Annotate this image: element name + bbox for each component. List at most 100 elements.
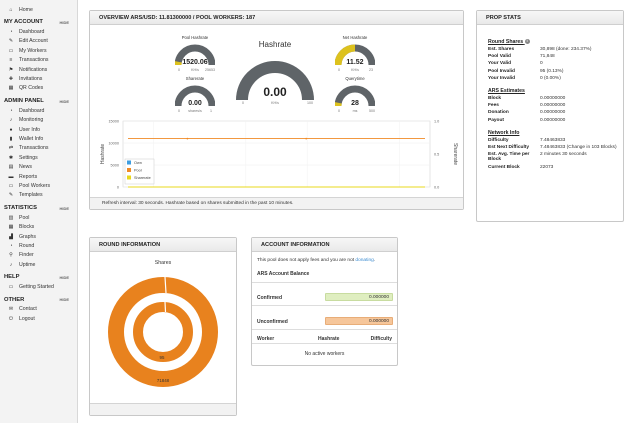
stat-value: 30,898 (done: 234.37%) — [540, 47, 592, 52]
hide-toggle[interactable]: HIDE — [59, 274, 69, 280]
sidebar-item-getting-started[interactable]: ▭ Getting Started — [0, 282, 77, 291]
stat-row: Difficulty 7.48463833 — [488, 137, 623, 144]
gauge-title: Hashrate — [258, 40, 292, 49]
balance-title: ARS Account Balance — [252, 263, 397, 283]
sidebar-item-label: News — [19, 164, 32, 171]
legend-label: Own — [134, 161, 142, 165]
sidebar-item-label: Transactions — [19, 145, 49, 152]
stat-row: Current Block 22073 — [488, 164, 623, 171]
sidebar-item-uptime[interactable]: ♪ Uptime — [0, 260, 77, 269]
sidebar-item-dashboard[interactable]: ◔ Dashboard — [0, 106, 77, 115]
sidebar-item-finder[interactable]: ⚲ Finder — [0, 251, 77, 260]
sidebar-item-blocks[interactable]: ▦ Blocks — [0, 222, 77, 231]
sidebar-item-notifications[interactable]: ⚑ Notifications — [0, 65, 77, 74]
col-hashrate: Hashrate — [318, 336, 340, 342]
pencil-icon: ✎ — [8, 192, 14, 199]
pool-hashrate-arc — [175, 44, 215, 66]
stat-row: Payout 0.00000000 — [488, 117, 623, 124]
stat-row: Your Invalid 0 (0.00%) — [488, 75, 623, 82]
sidebar-item-contact[interactable]: ✉ Contact — [0, 305, 77, 314]
stat-row: Est. Shares 30,898 (done: 234.37%) — [488, 46, 623, 53]
section-title: STATISTICS — [4, 205, 37, 212]
gauge-min: 0 — [178, 68, 180, 72]
stat-label: Your Valid — [488, 61, 512, 67]
stat-label: Block — [488, 96, 502, 102]
sidebar-item-reports[interactable]: ▬ Reports — [0, 172, 77, 181]
y2-tick-label: 0.5 — [434, 153, 439, 157]
y-tick-label: 10000 — [108, 142, 119, 146]
home-icon: ⌂ — [9, 6, 13, 13]
stat-value: 2 minutes 30 seconds — [540, 151, 587, 157]
gauge-value: 28 — [351, 100, 359, 107]
stat-value: 0.00000000 — [540, 103, 566, 109]
sidebar-item-wallet-info[interactable]: ▮ Wallet Info — [0, 134, 77, 143]
sidebar-item-label: Notifications — [19, 66, 48, 73]
sidebar-item-label: Pool Workers — [19, 182, 51, 189]
sidebar-item-monitoring[interactable]: ♪ Monitoring — [0, 116, 77, 125]
sidebar-item-logout[interactable]: ⏻ Logout — [0, 314, 77, 323]
round-shares-title[interactable]: Round Shares i — [488, 39, 530, 45]
power-icon: ⏻ — [9, 315, 13, 322]
sidebar-item-graphs[interactable]: ▟ Graphs — [0, 232, 77, 241]
stat-label: Fees — [488, 103, 499, 109]
sidebar-section-statistics: STATISTICS HIDE — [0, 203, 77, 213]
th-icon: ▦ — [8, 224, 14, 231]
reports-icon: ▬ — [8, 173, 14, 180]
gauge-title: Querytime — [345, 76, 365, 81]
gauge-max: 1 — [210, 109, 212, 113]
user-icon: ✎ — [8, 38, 14, 45]
sidebar-item-label: Settings — [19, 154, 38, 161]
plus-icon: ✚ — [8, 76, 14, 83]
info-icon[interactable]: i — [524, 39, 530, 45]
stat-row: Donation 0.00000000 — [488, 109, 623, 116]
round-info-panel: ROUND INFORMATION Shares 71848 95 — [89, 237, 237, 416]
sidebar-item-pool[interactable]: ▥ Pool — [0, 213, 77, 222]
stat-value: 0.00000000 — [540, 110, 566, 116]
sidebar-item-edit-account[interactable]: ✎ Edit Account — [0, 37, 77, 46]
sharerate-arc — [175, 85, 215, 107]
hide-toggle[interactable]: HIDE — [59, 205, 69, 211]
sidebar-item-templates[interactable]: ✎ Templates — [0, 191, 77, 200]
sidebar-item-news[interactable]: ▤ News — [0, 162, 77, 171]
hide-toggle[interactable]: HIDE — [59, 297, 69, 303]
qrcode-icon: ▦ — [8, 85, 14, 92]
sidebar-item-my-workers[interactable]: ▭ My Workers — [0, 46, 77, 55]
gauge-unit: ms — [352, 109, 358, 113]
hide-toggle[interactable]: HIDE — [59, 98, 69, 104]
exchange-icon: ⇄ — [8, 145, 14, 152]
ars-estimates-title[interactable]: ARS Estimates — [488, 88, 525, 95]
sidebar-section-admin-panel: ADMIN PANEL HIDE — [0, 96, 77, 106]
sidebar-item-label: Getting Started — [19, 284, 54, 291]
sidebar-item-pool-workers[interactable]: ▭ Pool Workers — [0, 181, 77, 190]
gauge-min: 0 — [338, 68, 340, 72]
stat-label: Est. Avg. Time per Block — [488, 151, 530, 163]
sidebar-item-transactions[interactable]: ⇄ Transactions — [0, 144, 77, 153]
sidebar-item-round[interactable]: ◔ Round — [0, 241, 77, 250]
sidebar-item-transactions[interactable]: ≡ Transactions — [0, 56, 77, 65]
sidebar-item-qr-codes[interactable]: ▦ QR Codes — [0, 84, 77, 93]
donating-link[interactable]: donating — [355, 258, 374, 263]
sidebar-item-dashboard[interactable]: ◔ Dashboard — [0, 27, 77, 36]
search-icon: ⚲ — [9, 252, 13, 259]
series-point — [305, 137, 308, 140]
network-info-title[interactable]: Network Info — [488, 129, 520, 136]
gauge-max: 100 — [307, 101, 313, 105]
fee-notice: This pool does not apply fees and you ar… — [257, 258, 376, 263]
col-worker: Worker — [257, 336, 275, 342]
gear-icon: ✱ — [8, 154, 14, 161]
bar-chart-icon: ▥ — [8, 214, 14, 221]
confirmed-value: 0.000000 — [325, 293, 393, 301]
sidebar-item-settings[interactable]: ✱ Settings — [0, 153, 77, 162]
hide-toggle[interactable]: HIDE — [59, 19, 69, 25]
prop-stats-title: PROP STATS — [477, 11, 623, 25]
confirmed-label: Confirmed — [257, 295, 282, 301]
sidebar-item-invitations[interactable]: ✚ Invitations — [0, 74, 77, 83]
plot-area — [122, 120, 431, 188]
sidebar-item-home[interactable]: ⌂ Home — [0, 5, 77, 14]
sidebar-item-label: Dashboard — [19, 107, 45, 114]
series-point — [186, 137, 189, 140]
sidebar-item-user-info[interactable]: ● User Info — [0, 125, 77, 134]
y-axis-label: Hashrate — [100, 144, 106, 165]
legend-swatch — [127, 160, 131, 165]
bell-icon: ♪ — [9, 117, 13, 124]
